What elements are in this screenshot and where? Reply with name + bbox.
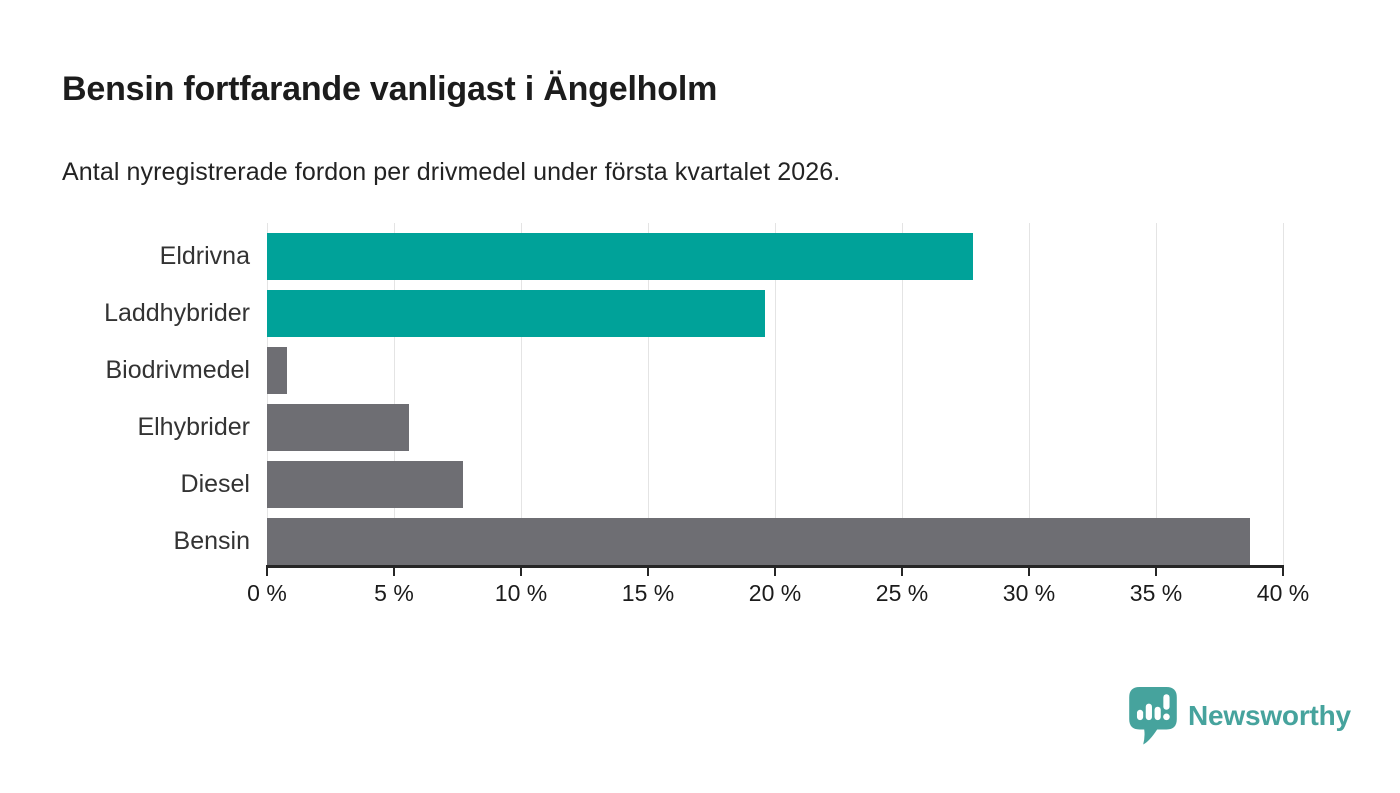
x-tick-label: 30 %	[1002, 580, 1056, 606]
gridline	[394, 223, 395, 566]
bar-laddhybrider	[267, 290, 765, 337]
category-label: Eldrivna	[159, 242, 250, 270]
bar-diesel	[267, 461, 463, 508]
x-axis-tick	[647, 566, 649, 576]
plot-area	[266, 223, 1284, 576]
gridline	[521, 223, 522, 566]
category-label: Diesel	[180, 470, 250, 498]
x-axis-tick	[1028, 566, 1030, 576]
x-axis-tick	[393, 566, 395, 576]
x-tick-label: 35 %	[1129, 580, 1183, 606]
x-tick-label: 25 %	[875, 580, 929, 606]
gridline	[267, 223, 268, 566]
x-axis-tick	[1155, 566, 1157, 576]
gridline	[1156, 223, 1157, 566]
x-tick-label: 20 %	[748, 580, 802, 606]
bar-elhybrider	[267, 404, 410, 451]
x-axis-tick	[1282, 566, 1284, 576]
bar-eldrivna	[267, 233, 974, 280]
gridline	[1283, 223, 1284, 566]
gridline	[902, 223, 903, 566]
x-axis-tick	[901, 566, 903, 576]
x-tick-label: 0 %	[247, 580, 287, 606]
bar-bensin	[267, 518, 1250, 565]
x-axis-tick	[266, 566, 268, 576]
gridline	[1029, 223, 1030, 566]
gridline	[648, 223, 649, 566]
category-label: Bensin	[173, 527, 250, 555]
category-labels: Eldrivna Laddhybrider Biodrivmedel Elhybrid…	[30, 223, 250, 566]
category-label: Elhybrider	[137, 413, 250, 441]
x-tick-label: 5 %	[374, 580, 414, 606]
newsworthy-logo-text: Newsworthy	[1188, 700, 1351, 731]
x-axis-tick	[520, 566, 522, 576]
x-tick-label: 10 %	[494, 580, 548, 606]
gridline	[775, 223, 776, 566]
category-label: Laddhybrider	[104, 299, 250, 327]
bar-biodrivmedel	[267, 347, 288, 394]
x-tick-label: 15 %	[621, 580, 675, 606]
x-tick-label: 40 %	[1256, 580, 1310, 606]
chart-subtitle: Antal nyregistrerade fordon per drivmede…	[62, 158, 841, 186]
chart-title: Bensin fortfarande vanligast i Ängelholm	[62, 70, 718, 108]
x-axis-tick-labels: 0 % 5 % 10 % 15 % 20 % 25 % 30 % 35 % 40 %	[247, 580, 1309, 610]
newsworthy-bubble-chart-icon	[1129, 687, 1177, 745]
category-label: Biodrivmedel	[105, 356, 250, 384]
newsworthy-logo: Newsworthy	[1128, 686, 1351, 746]
x-axis-tick	[774, 566, 776, 576]
